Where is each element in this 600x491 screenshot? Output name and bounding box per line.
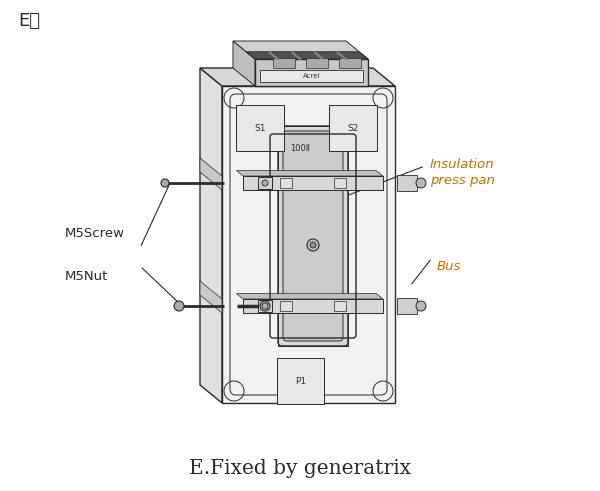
Polygon shape	[200, 68, 222, 403]
Bar	[258, 300, 272, 312]
Text: Acrel: Acrel	[303, 73, 320, 79]
Bar	[273, 58, 295, 68]
Circle shape	[416, 301, 426, 311]
Bar	[397, 298, 417, 314]
Text: E：: E：	[18, 12, 40, 30]
Text: P1: P1	[295, 377, 306, 385]
Circle shape	[262, 303, 268, 309]
Polygon shape	[236, 294, 383, 299]
Text: Bus: Bus	[437, 260, 461, 273]
Polygon shape	[246, 52, 368, 59]
Bar	[280, 301, 292, 311]
Polygon shape	[233, 41, 255, 86]
Bar	[260, 70, 363, 82]
Circle shape	[310, 242, 316, 248]
Circle shape	[262, 180, 268, 186]
Circle shape	[161, 179, 169, 187]
Circle shape	[307, 239, 319, 251]
Polygon shape	[200, 281, 222, 313]
Bar	[258, 177, 272, 189]
Circle shape	[260, 301, 270, 311]
Polygon shape	[222, 86, 395, 403]
Bar	[334, 178, 346, 188]
Bar	[397, 175, 417, 191]
Text: M5Screw: M5Screw	[65, 226, 125, 240]
Polygon shape	[200, 158, 222, 190]
Bar	[280, 178, 292, 188]
Bar	[243, 176, 383, 190]
Text: E.Fixed by generatrix: E.Fixed by generatrix	[189, 460, 411, 479]
Bar	[339, 58, 361, 68]
Circle shape	[174, 301, 184, 311]
Polygon shape	[200, 68, 395, 86]
FancyBboxPatch shape	[283, 131, 343, 341]
Polygon shape	[255, 59, 368, 86]
Text: press pan: press pan	[430, 174, 495, 187]
Text: S2: S2	[347, 124, 359, 133]
Text: M5Nut: M5Nut	[65, 270, 109, 282]
Bar	[306, 58, 328, 68]
Text: Insulation: Insulation	[430, 158, 494, 171]
Bar	[334, 301, 346, 311]
Polygon shape	[278, 126, 348, 346]
Polygon shape	[233, 41, 368, 59]
Polygon shape	[236, 170, 383, 176]
Text: 100Ⅱ: 100Ⅱ	[290, 143, 311, 153]
Circle shape	[416, 178, 426, 188]
Text: S1: S1	[254, 124, 266, 133]
Bar	[243, 299, 383, 313]
